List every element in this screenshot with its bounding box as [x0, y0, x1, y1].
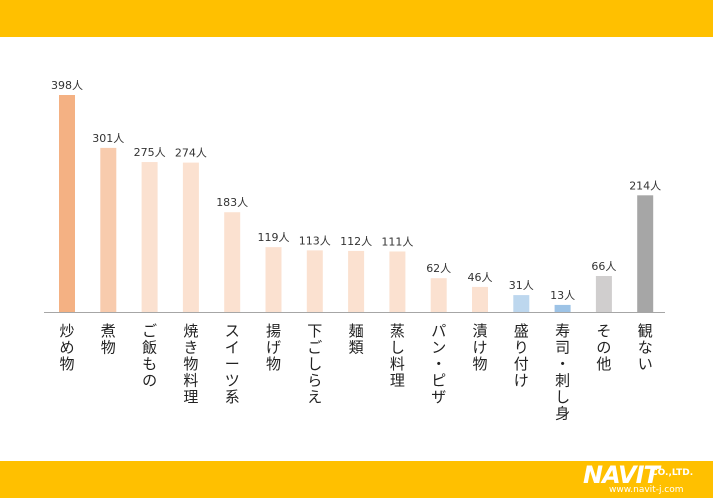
value-label-10: 46人 [468, 271, 493, 284]
bottom-banner [0, 461, 713, 498]
value-label-1: 301人 [92, 132, 124, 145]
bar-2 [141, 162, 158, 312]
value-label-7: 112人 [340, 235, 372, 248]
category-label-11: 盛り付け [514, 322, 529, 390]
value-label-8: 111人 [381, 235, 413, 248]
value-label-3: 274人 [175, 147, 207, 160]
top-banner [0, 0, 713, 37]
value-label-0: 398人 [51, 79, 83, 92]
value-label-11: 31人 [509, 279, 534, 292]
bar-9 [430, 278, 447, 312]
category-label-1: 煮物 [101, 322, 116, 357]
category-label-7: 麺類 [349, 322, 364, 357]
category-label-3: 焼き物料理 [183, 322, 198, 406]
value-label-14: 214人 [629, 179, 661, 192]
bar-3 [182, 162, 199, 312]
category-label-0: 炒め物 [59, 322, 74, 373]
value-label-6: 113人 [299, 234, 331, 247]
bar-13 [595, 276, 612, 312]
bar-11 [513, 295, 530, 312]
category-label-8: 蒸し料理 [390, 322, 405, 390]
navit-logo: NAVIT CO.,LTD. www.navit-j.com [583, 463, 705, 496]
bar-12 [554, 304, 571, 312]
bar-6 [306, 250, 323, 312]
bar-8 [389, 251, 406, 312]
category-label-2: ご飯もの [142, 322, 157, 390]
category-label-14: 観ない [638, 322, 653, 373]
category-label-9: パン・ピザ [431, 322, 446, 406]
value-label-13: 66人 [591, 260, 616, 273]
category-label-13: その他 [596, 322, 611, 373]
value-label-12: 13人 [550, 289, 575, 302]
chart-bars [59, 95, 654, 312]
value-label-5: 119人 [258, 231, 290, 244]
category-label-5: 揚げ物 [266, 322, 281, 373]
category-label-12: 寿司・刺し身 [555, 322, 570, 423]
bar-14 [637, 195, 654, 312]
bar-4 [224, 212, 241, 312]
bar-0 [59, 95, 75, 312]
chart-value-labels: 398人 301人 275人 274人 183人 119人 113人 112人 111人 62人 4… [51, 79, 661, 302]
bar-7 [348, 250, 365, 312]
value-label-2: 275人 [134, 146, 166, 159]
logo-suffix: CO.,LTD. [651, 468, 694, 478]
value-label-4: 183人 [216, 196, 248, 209]
category-label-6: 下ごしらえ [307, 322, 322, 406]
bar-5 [265, 247, 282, 312]
bar-10 [472, 286, 488, 312]
logo-name: NAVIT [583, 461, 660, 489]
bar-chart: 398人 301人 275人 274人 183人 119人 113人 112人 111人 62人 4… [44, 79, 665, 423]
category-label-4: スイーツ系 [225, 322, 240, 406]
category-label-10: 漬け物 [472, 322, 487, 373]
value-label-9: 62人 [426, 262, 451, 275]
chart-category-labels: 炒め物 煮物 ご飯もの 焼き物料理 スイーツ系 揚げ物 下ごしらえ 麺類 蒸し料理 パン・ピザ 漬け… [59, 322, 652, 423]
bar-1 [100, 147, 117, 312]
logo-url: www.navit-j.com [609, 485, 684, 495]
